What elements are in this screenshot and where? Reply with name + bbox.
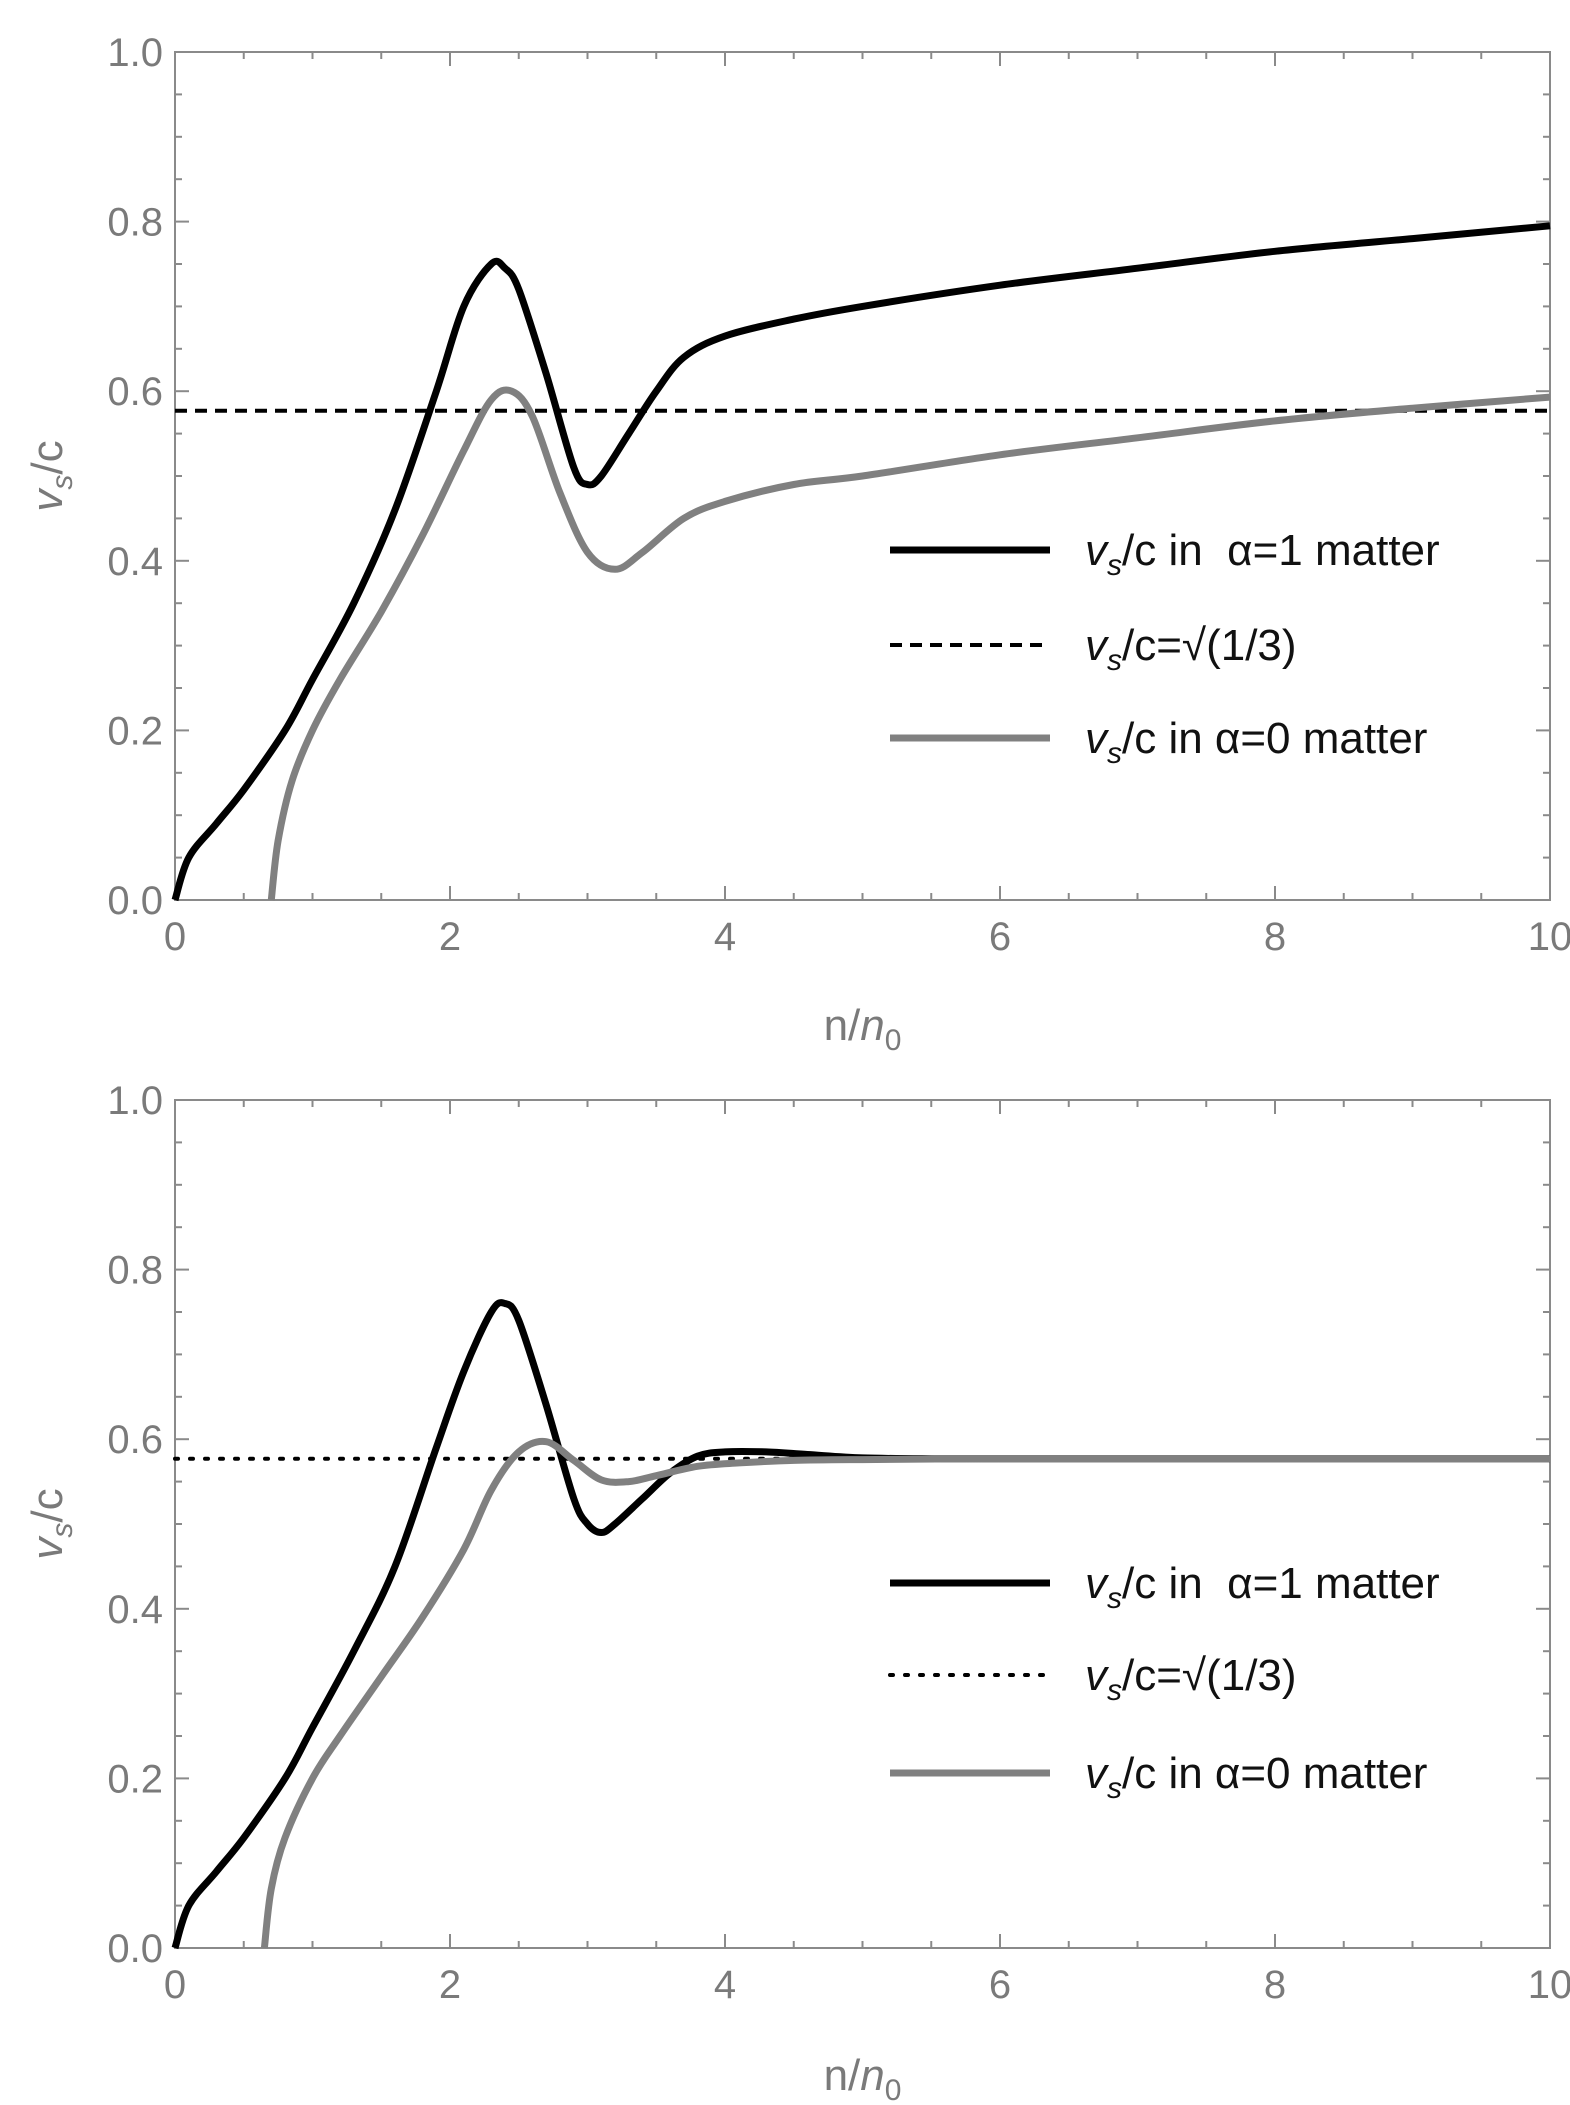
x-tick-label: 4 [714,915,736,959]
legend-text: /c in α=1 matter [1122,526,1440,575]
legend-v: v [1085,1651,1110,1700]
legend-v: v [1085,526,1110,575]
series-line-1 [171,1299,1550,1950]
x-tick-label: 6 [989,1963,1011,2007]
y-axis-title: vs/c [23,440,79,511]
y-tick-label: 0.0 [107,879,163,923]
legend-label-1: vs/c in α=1 matter [1085,526,1440,582]
legend-text: /c=√(1/3) [1122,621,1297,670]
x-axis-title: n/n0 [824,1001,902,1057]
legend-label-2: vs/c=√(1/3) [1085,1651,1297,1707]
legend-label-1: vs/c in α=1 matter [1085,1559,1440,1615]
legend-text: /c=√(1/3) [1122,1651,1297,1700]
y-tick-label: 0.4 [107,1588,163,1632]
x-axis-title: n/n0 [824,2051,902,2105]
legend-sub: s [1107,737,1122,770]
x-tick-label: 8 [1264,915,1286,959]
y-tick-label: 0.4 [107,540,163,584]
y-tick-label: 0.8 [107,1249,163,1293]
legend-label-3: vs/c in α=0 matter [1085,714,1427,770]
legend-label-2: vs/c=√(1/3) [1085,621,1297,677]
x-axis-title-base: n/ [824,1001,861,1050]
legend-v: v [1085,1559,1110,1608]
y-axis-title: vs/c [23,1488,79,1559]
series-line-1 [171,222,1551,902]
x-tick-label: 0 [164,1963,186,2007]
y-tick-label: 0.2 [107,1757,163,1801]
plot-frame [174,1099,1551,1949]
x-tick-label: 8 [1264,1963,1286,2007]
x-axis-title-italic: n [860,1001,884,1050]
y-axis-title-italic: v [23,1535,72,1560]
legend-sub: s [1107,1674,1122,1707]
legend-text: /c in α=1 matter [1122,1559,1440,1608]
legend-sub: s [1107,549,1122,582]
y-axis-title-sub: s [46,475,79,490]
y-tick-label: 1.0 [107,1079,163,1123]
y-axis-title-italic: v [23,487,72,512]
x-tick-label: 4 [714,1963,736,2007]
x-tick-label: 2 [439,915,461,959]
legend-sub: s [1107,1772,1122,1805]
legend-text: /c in α=0 matter [1122,714,1427,763]
series-line-3 [260,1437,1550,1949]
x-axis-title-italic: n [860,2051,884,2100]
y-tick-label: 0.8 [107,201,163,245]
y-tick-label: 1.0 [107,31,163,75]
legend-v: v [1085,1749,1110,1798]
x-tick-label: 0 [164,915,186,959]
x-axis-title-base: n/ [824,2051,861,2100]
legend-text: /c in α=0 matter [1122,1749,1427,1798]
legend-sub: s [1107,644,1122,677]
x-tick-label: 6 [989,915,1011,959]
y-tick-label: 0.2 [107,709,163,753]
legend-sub: s [1107,1582,1122,1615]
x-axis-title-sub: 0 [885,1024,902,1057]
legend-label-3: vs/c in α=0 matter [1085,1749,1427,1805]
y-tick-label: 0.6 [107,1418,163,1462]
x-axis-title-sub: 0 [885,2074,902,2105]
y-axis-title-rest: /c [23,440,72,474]
y-axis-title-rest: /c [23,1488,72,1522]
y-tick-label: 0.6 [107,370,163,414]
y-axis-title-sub: s [46,1523,79,1538]
legend-v: v [1085,621,1110,670]
y-tick-label: 0.0 [107,1927,163,1971]
x-tick-label: 10 [1528,1963,1570,2007]
x-tick-label: 2 [439,1963,461,2007]
legend-v: v [1085,714,1110,763]
series-line-3 [267,386,1551,901]
x-tick-label: 10 [1528,915,1570,959]
